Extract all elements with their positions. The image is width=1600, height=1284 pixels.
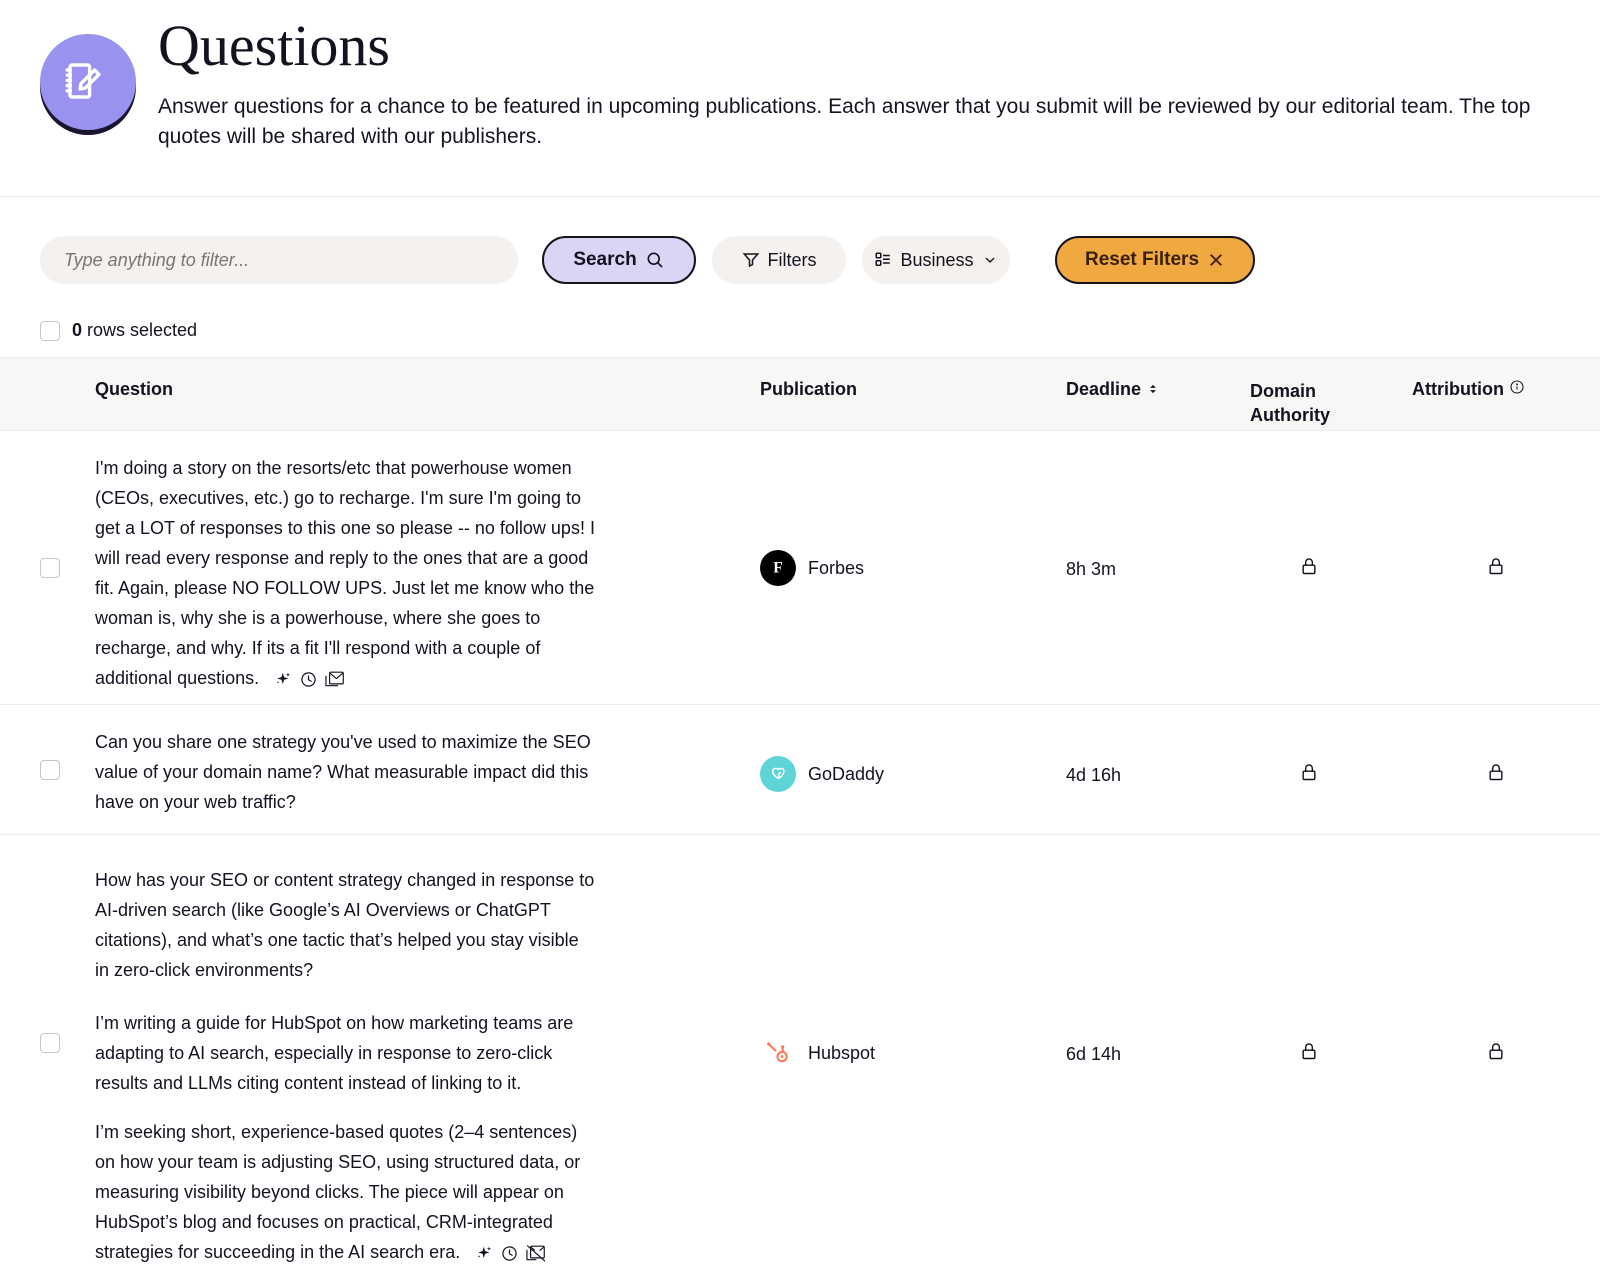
svg-text:F: F: [773, 560, 783, 577]
